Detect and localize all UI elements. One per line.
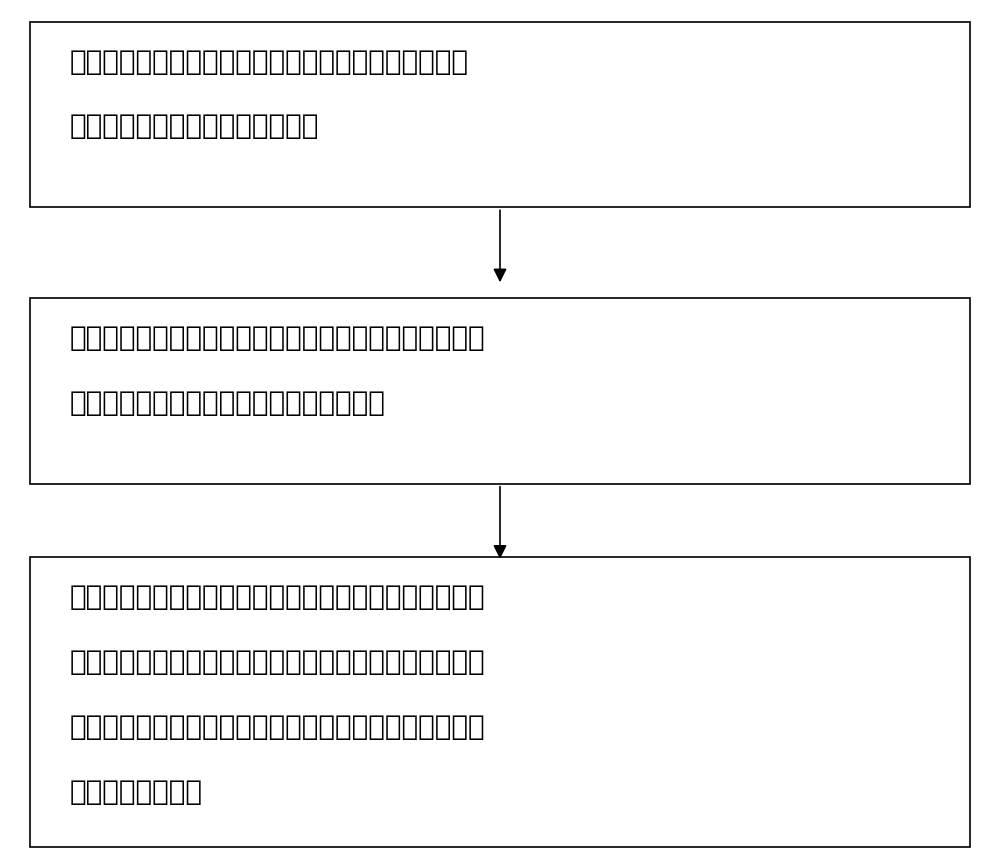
Text: 据，筛选出电动汽车的停车分布；: 据，筛选出电动汽车的停车分布； xyxy=(70,112,319,140)
Bar xyxy=(30,557,970,847)
Text: 设定一个时间阈值，从停车分布中筛选出停车时间超过阈: 设定一个时间阈值，从停车分布中筛选出停车时间超过阈 xyxy=(70,324,486,352)
Text: 值的地点并拟合作为建充电桩的候选位置；: 值的地点并拟合作为建充电桩的候选位置； xyxy=(70,389,386,416)
Text: 续航里程等为约束，以减少电动汽车动力电池过放电次数: 续航里程等为约束，以减少电动汽车动力电池过放电次数 xyxy=(70,648,486,676)
Text: 为目标，运用元启发式算法得出全局最优解，即充电桩的: 为目标，运用元启发式算法得出全局最优解，即充电桩的 xyxy=(70,713,486,740)
Bar xyxy=(30,298,970,484)
Bar xyxy=(30,22,970,207)
Text: 最优化布局方案。: 最优化布局方案。 xyxy=(70,778,203,805)
Text: 运用大数据的分析方法分析所有电动汽车的真实行驶数: 运用大数据的分析方法分析所有电动汽车的真实行驶数 xyxy=(70,48,469,75)
Text: 以实际所需建设的充电桩位置数量，以及电动汽车的额定: 以实际所需建设的充电桩位置数量，以及电动汽车的额定 xyxy=(70,583,486,611)
